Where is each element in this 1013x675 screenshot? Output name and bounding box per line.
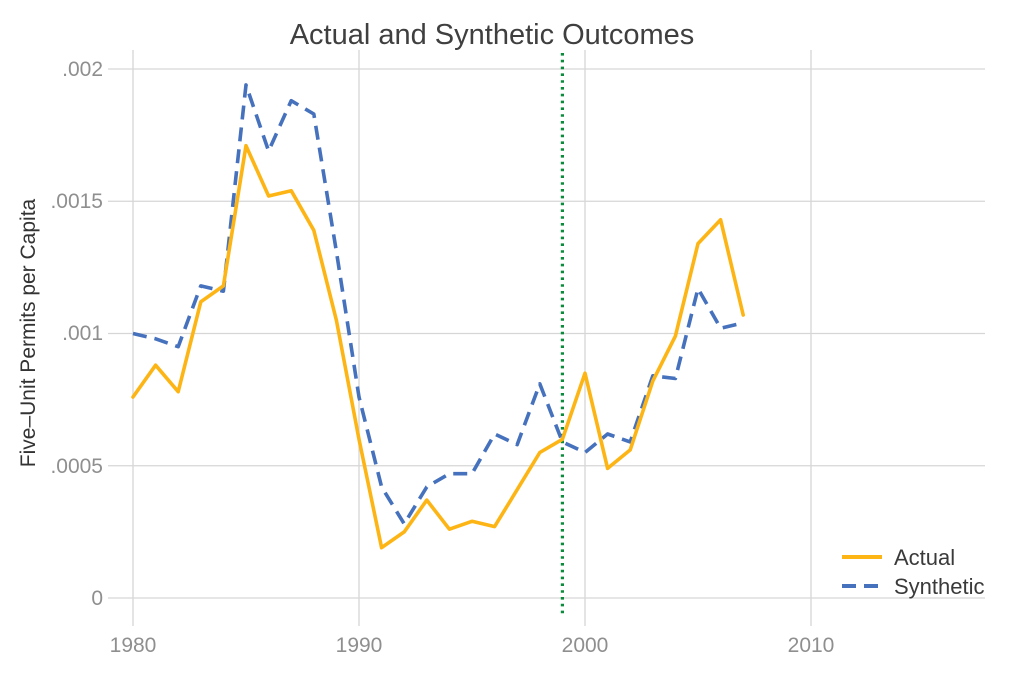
chart-title: Actual and Synthetic Outcomes — [290, 19, 695, 51]
x-tick-2010: 2010 — [788, 634, 835, 657]
synthetic-legend-label: Synthetic — [894, 574, 985, 599]
actual-line — [131, 143, 746, 550]
y-tick-0005: .0005 — [50, 455, 103, 478]
y-tick-labels: 0 .0005 .001 .0015 .002 — [50, 58, 103, 610]
horizontal-gridlines — [108, 68, 985, 599]
x-tick-labels: 1980 1990 2000 2010 — [110, 634, 835, 657]
synthetic-line — [132, 83, 744, 526]
vertical-gridlines — [132, 50, 812, 626]
x-tick-2000: 2000 — [562, 634, 609, 657]
y-tick-0015: .0015 — [50, 190, 103, 213]
y-tick-002: .002 — [62, 58, 103, 81]
y-tick-001: .001 — [62, 322, 103, 345]
x-tick-1980: 1980 — [110, 634, 157, 657]
legend: Actual Synthetic — [842, 545, 985, 599]
y-axis-label: Five–Unit Permits per Capita — [17, 198, 40, 467]
y-tick-0: 0 — [91, 587, 103, 610]
x-tick-1990: 1990 — [336, 634, 383, 657]
actual-legend-label: Actual — [894, 545, 955, 570]
